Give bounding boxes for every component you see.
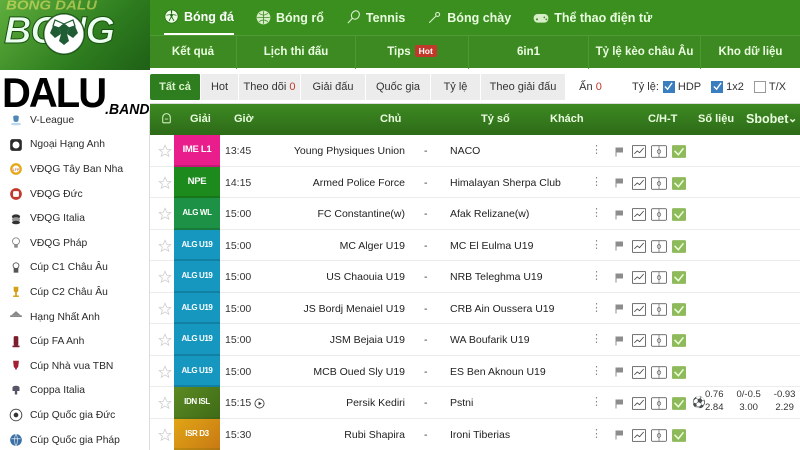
svg-text:LFP: LFP	[13, 168, 20, 172]
